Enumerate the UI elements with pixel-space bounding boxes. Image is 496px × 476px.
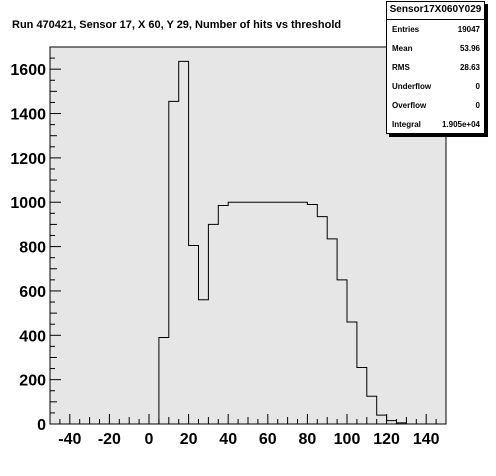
stats-row-entries: Entries 19047 bbox=[387, 20, 484, 39]
histogram-bin bbox=[298, 202, 308, 424]
histogram-bin bbox=[248, 202, 258, 424]
x-tick-label: 0 bbox=[145, 431, 154, 448]
stats-value: 19047 bbox=[457, 25, 480, 34]
histogram-bin bbox=[199, 300, 209, 424]
y-tick-label: 1200 bbox=[10, 151, 46, 168]
histogram-bin bbox=[347, 322, 357, 424]
y-tick-label: 1600 bbox=[10, 62, 46, 79]
histogram-bin bbox=[218, 206, 228, 424]
histogram-bin bbox=[179, 61, 189, 424]
stats-label: Entries bbox=[392, 25, 420, 34]
histogram-bin bbox=[228, 202, 238, 424]
stats-value: 1.905e+04 bbox=[441, 120, 480, 129]
y-tick-label: 400 bbox=[19, 328, 46, 345]
stats-row-overflow: Overflow 0 bbox=[387, 96, 484, 115]
y-tick-label: 0 bbox=[37, 417, 46, 434]
x-tick-label: -40 bbox=[58, 431, 81, 448]
histogram-bin bbox=[327, 239, 337, 424]
histogram-bin bbox=[317, 217, 327, 424]
stats-row-integral: Integral 1.905e+04 bbox=[387, 115, 484, 134]
stats-label: Overflow bbox=[392, 101, 427, 110]
x-tick-label: -20 bbox=[98, 431, 121, 448]
plot-frame bbox=[49, 46, 447, 425]
y-tick-label: 800 bbox=[19, 240, 46, 257]
histogram-outline bbox=[50, 60, 446, 425]
x-tick-label: 20 bbox=[180, 431, 198, 448]
x-tick-label: 40 bbox=[219, 431, 237, 448]
stats-label: Mean bbox=[392, 44, 413, 53]
stats-label: Integral bbox=[392, 120, 421, 129]
stats-value: 53.96 bbox=[459, 44, 480, 53]
stats-value: 0 bbox=[475, 101, 480, 110]
histogram-bin bbox=[337, 280, 347, 424]
y-tick-label: 1400 bbox=[10, 107, 46, 124]
histogram-bin bbox=[377, 415, 387, 424]
histogram-bin bbox=[238, 202, 248, 424]
stats-row-underflow: Underflow 0 bbox=[387, 77, 484, 96]
x-tick-label: 80 bbox=[299, 431, 317, 448]
stats-label: RMS bbox=[392, 63, 410, 72]
chart-title: Run 470421, Sensor 17, X 60, Y 29, Numbe… bbox=[12, 19, 342, 31]
histogram-bin bbox=[189, 245, 199, 424]
stats-row-rms: RMS 28.63 bbox=[387, 58, 484, 77]
stats-box-title: Sensor17X060Y029 bbox=[387, 2, 484, 20]
x-tick-label: 100 bbox=[334, 431, 361, 448]
y-tick-label: 600 bbox=[19, 284, 46, 301]
histogram-bin bbox=[288, 202, 298, 424]
histogram-bin bbox=[258, 202, 268, 424]
stats-box: Sensor17X060Y029 Entries 19047 Mean 53.9… bbox=[386, 1, 485, 134]
histogram-bin bbox=[268, 202, 278, 424]
histogram-bin bbox=[307, 204, 317, 424]
histogram-bin bbox=[208, 224, 218, 424]
stats-row-mean: Mean 53.96 bbox=[387, 39, 484, 58]
stats-value: 28.63 bbox=[459, 63, 480, 72]
axis-tick-labels: -40 -20 0 20 40 60 80 100 120 1400200400600800100… bbox=[10, 62, 439, 448]
histogram-bin bbox=[278, 202, 288, 424]
histogram-bin bbox=[357, 367, 367, 424]
histogram-bin bbox=[367, 396, 377, 424]
x-tick-label: 140 bbox=[413, 431, 440, 448]
x-tick-label: 60 bbox=[259, 431, 277, 448]
histogram-bin bbox=[169, 101, 179, 424]
y-tick-label: 200 bbox=[19, 373, 46, 390]
stats-label: Underflow bbox=[392, 82, 432, 91]
y-tick-label: 1000 bbox=[10, 195, 46, 212]
stats-value: 0 bbox=[475, 82, 480, 91]
histogram-bin bbox=[159, 338, 169, 424]
x-tick-label: 120 bbox=[373, 431, 400, 448]
